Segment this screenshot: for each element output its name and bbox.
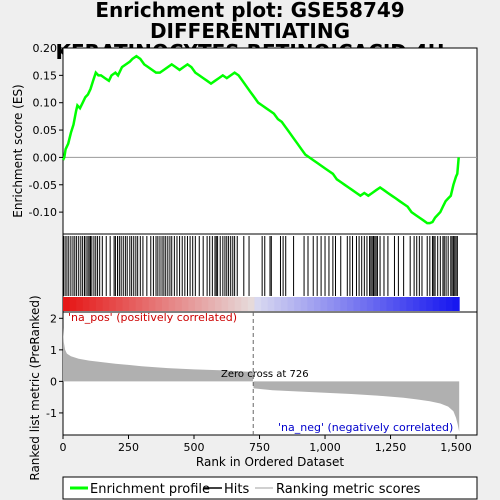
colorbar-segment [76,297,84,311]
es-panel [62,47,478,235]
es-y-axis-label: Enrichment score (ES) [11,84,25,217]
colorbar-segment [353,297,361,311]
es-y-tick-label: 0.00 [33,151,58,164]
metric-y-tick-label: 1 [50,344,57,357]
x-tick-label: 0 [60,441,67,454]
colorbar-segment [313,297,322,311]
colorbar-segment [254,297,262,311]
colorbar-segment [300,297,308,311]
es-y-tick-label: 0.15 [33,69,58,82]
colorbar-segment [445,297,454,311]
colorbar-segment [274,297,282,311]
pos-correlated-label: 'na_pos' (positively correlated) [68,311,237,324]
colorbar-segment [142,297,150,311]
neg-correlated-label: 'na_neg' (negatively correlated) [278,421,453,434]
x-tick-label: 250 [118,441,139,454]
colorbar-segment [234,297,242,311]
colorbar-segment [419,297,427,311]
ranking-metric-scores [63,312,460,435]
metric-y-tick-label: 2 [50,312,57,325]
colorbar-segment [129,297,137,311]
colorbar-segment [333,297,341,311]
colorbar-segment [320,297,328,311]
metric-negative-area [253,381,460,432]
colorbar-segment [294,297,302,311]
colorbar-segment [115,297,123,311]
legend-hits-label: Hits [224,482,249,497]
x-tick-label: 500 [184,441,205,454]
metric-positive-area [63,327,253,382]
colorbar-segment [201,297,209,311]
colorbar-segment [208,297,216,311]
colorbar-segment [267,297,275,311]
metric-y-axis-label: Ranked list metric (PreRanked) [28,295,42,480]
colorbar-segment [82,297,90,311]
colorbar-segment [228,297,236,311]
colorbar-segment [261,297,269,311]
es-y-tick-label: -0.10 [29,206,57,219]
enrichment-profile [61,54,460,225]
colorbar-segment [327,297,335,311]
colorbar-segment [162,297,170,311]
x-tick-label: 1,250 [375,441,407,454]
colorbar-segment [122,297,130,311]
metric-y-tick-label: -1 [46,407,57,420]
colorbar-segment [406,297,414,311]
es-y-tick-label: 0.20 [33,42,58,55]
colorbar-segment [452,297,460,311]
colorbar-segment [221,297,229,311]
es-y-tick-label: 0.05 [33,124,58,137]
es-y-tick-label: 0.10 [33,97,58,110]
colorbar-segment [307,297,315,311]
axes: -0.10 -0.05 0.00 0.05 0.10 0.15 0.20 -1 0 1 2 0 250 5… [29,42,472,454]
colorbar-segment [247,297,255,311]
colorbar-segment [439,297,447,311]
colorbar-segment [181,297,189,311]
chart-title-line-1: Enrichment plot: GSE58749 DIFFERENTIATIN… [95,0,405,43]
enrichment-curve [61,54,460,225]
colorbar-segment [69,297,77,311]
colorbar-segment [63,297,71,311]
colorbar-segment [155,297,163,311]
legend-metric-label: Ranking metric scores [276,482,421,497]
rank-colorbar [63,297,460,311]
colorbar-segment [175,297,183,311]
x-tick-label: 750 [249,441,270,454]
x-tick-label: 1,500 [440,441,472,454]
colorbar-segment [195,297,203,311]
colorbar-segment [399,297,407,311]
colorbar-segment [168,297,176,311]
metric-y-tick-label: 0 [50,375,57,388]
es-y-tick-label: -0.05 [29,179,57,192]
colorbar-segment [373,297,381,311]
colorbar-segment [412,297,421,311]
x-axis-label: Rank in Ordered Dataset [196,455,344,469]
colorbar-segment [148,297,156,311]
colorbar-segment [386,297,394,311]
zero-cross-label: Zero cross at 726 [221,369,309,380]
colorbar-segment [89,297,97,311]
legend-enrichment-label: Enrichment profile [90,482,210,497]
colorbar-segment [109,297,117,311]
colorbar-segment [214,297,222,311]
colorbar-segment [379,297,388,311]
colorbar-segment [188,297,196,311]
colorbar-segment [340,297,348,311]
colorbar-segment [426,297,434,311]
colorbar-segment [346,297,355,311]
colorbar-segment [241,297,249,311]
colorbar-segment [432,297,440,311]
colorbar-segment [135,297,143,311]
x-tick-label: 1,000 [309,441,341,454]
colorbar-segment [393,297,401,311]
colorbar-segment [96,297,104,311]
hits-track [63,236,458,296]
colorbar-segment [280,297,289,311]
colorbar-segment [287,297,295,311]
colorbar-segment [102,297,110,311]
colorbar-segment [360,297,368,311]
colorbar-segment [366,297,374,311]
